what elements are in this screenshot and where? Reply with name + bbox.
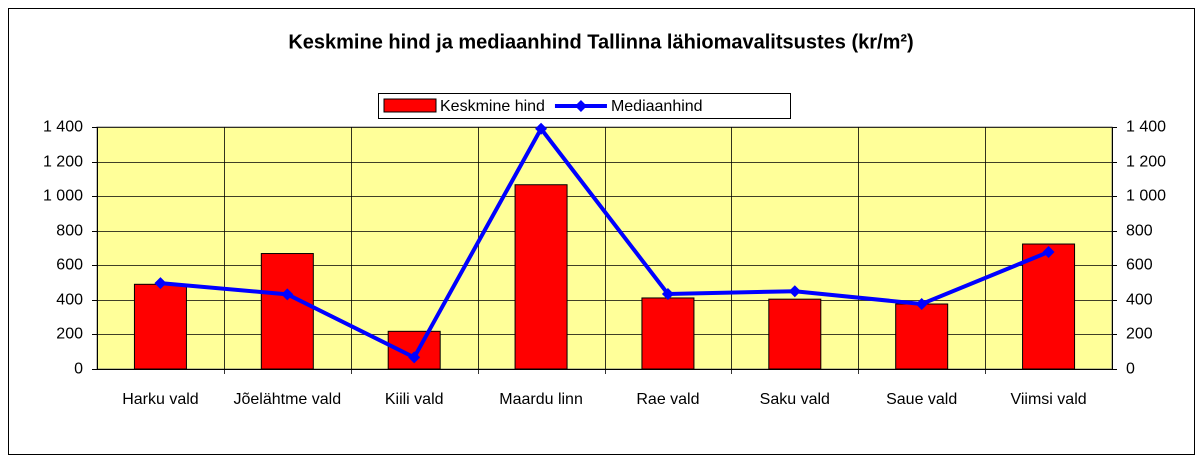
y2-tick-label: 1 200	[1126, 154, 1166, 171]
bar	[514, 184, 568, 370]
marker	[788, 285, 801, 298]
marker	[661, 287, 674, 300]
marker	[915, 298, 928, 311]
y2-tick-label: 800	[1126, 223, 1153, 240]
y-tick-label: 1 200	[43, 154, 83, 171]
y-tick-label: 1 400	[43, 119, 83, 136]
bar	[133, 283, 187, 370]
legend-label: Keskmine hind	[440, 98, 545, 115]
x-tick-label: Kiili vald	[384, 391, 444, 408]
x-tick-label: Jõelähtme vald	[233, 391, 342, 408]
legend-swatch	[383, 98, 437, 113]
y-tick-label: 400	[56, 292, 83, 309]
marker	[535, 122, 548, 135]
y2-tick-label: 600	[1126, 257, 1153, 274]
marker	[408, 351, 421, 364]
y2-tick-label: 1 400	[1126, 119, 1166, 136]
x-tick-label: Viimsi vald	[1010, 391, 1087, 408]
y2-tick-label: 1 000	[1126, 188, 1166, 205]
bar	[768, 298, 822, 370]
y-tick-label: 200	[56, 326, 83, 343]
x-tick-label: Saku vald	[759, 391, 830, 408]
marker	[1042, 245, 1055, 258]
x-tick-label: Maardu linn	[499, 391, 583, 408]
marker	[154, 277, 167, 290]
x-tick-label: Saue vald	[886, 391, 958, 408]
legend-marker	[574, 100, 587, 112]
y-tick-label: 800	[56, 223, 83, 240]
legend-label: Mediaanhind	[611, 98, 703, 115]
marker	[281, 288, 294, 301]
y-tick-label: 600	[56, 257, 83, 274]
y-tick-label: 0	[74, 361, 83, 378]
x-tick-label: Harku vald	[122, 391, 199, 408]
bar	[260, 253, 314, 370]
y2-tick-label: 200	[1126, 326, 1153, 343]
y2-tick-label: 400	[1126, 292, 1153, 309]
y-tick-label: 1 000	[43, 188, 83, 205]
line	[160, 125, 1050, 361]
chart-title: Keskmine hind ja mediaanhind Tallinna lä…	[288, 31, 913, 53]
y2-tick-label: 0	[1126, 361, 1135, 378]
plot-area	[96, 126, 1113, 370]
bar	[641, 297, 695, 370]
bar	[1022, 243, 1076, 370]
x-tick-label: Rae vald	[636, 391, 700, 408]
bar	[895, 303, 949, 370]
